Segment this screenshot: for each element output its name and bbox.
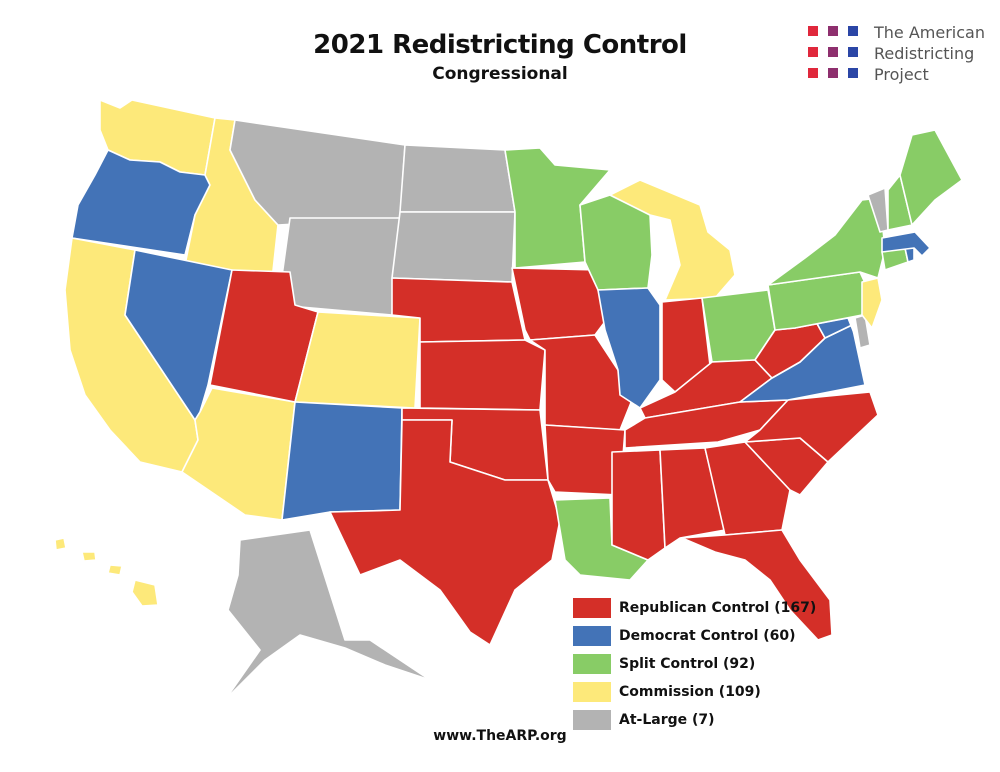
- state-NC[interactable]: [744, 391, 879, 463]
- legend-swatch: [573, 626, 611, 646]
- state-NJ[interactable]: [861, 277, 883, 329]
- state-TX[interactable]: [329, 419, 561, 646]
- legend-item: Split Control (92): [573, 654, 813, 676]
- state-FL[interactable]: [681, 529, 833, 641]
- arp-logo: The American Redistricting Project: [808, 22, 998, 84]
- logo-square: [808, 47, 818, 57]
- state-AL[interactable]: [659, 447, 726, 549]
- logo-line: Project: [874, 65, 929, 84]
- legend-item: Democrat Control (60): [573, 626, 813, 648]
- state-AK[interactable]: [224, 529, 431, 701]
- state-MI[interactable]: [609, 179, 736, 301]
- state-HI[interactable]: [54, 537, 159, 607]
- map-subtitle: Congressional: [432, 64, 568, 84]
- legend-label: Democrat Control (60): [619, 628, 796, 644]
- logo-square: [808, 26, 818, 36]
- legend-label: Republican Control (167): [619, 600, 817, 616]
- state-NM[interactable]: [281, 401, 403, 521]
- map-title: 2021 Redistricting Control: [313, 30, 687, 60]
- logo-square: [828, 47, 838, 57]
- legend-item: Republican Control (167): [573, 598, 817, 620]
- state-KS[interactable]: [419, 339, 546, 411]
- legend-swatch: [573, 654, 611, 674]
- state-MS[interactable]: [611, 449, 666, 561]
- logo-square: [828, 26, 838, 36]
- legend-label: Split Control (92): [619, 656, 756, 672]
- state-MA[interactable]: [881, 231, 931, 257]
- state-LA[interactable]: [554, 497, 649, 581]
- logo-square: [828, 68, 838, 78]
- state-GA[interactable]: [704, 441, 791, 536]
- logo-square: [848, 47, 858, 57]
- state-DE[interactable]: [854, 314, 871, 349]
- logo-line: Redistricting: [874, 44, 975, 63]
- state-AR[interactable]: [544, 424, 626, 496]
- legend-item: At-Large (7): [573, 710, 813, 732]
- footer-url: www.TheARP.org: [433, 728, 567, 744]
- state-SD[interactable]: [391, 211, 516, 283]
- legend-swatch: [573, 710, 611, 730]
- logo-square: [848, 68, 858, 78]
- legend-item: Commission (109): [573, 682, 813, 704]
- legend-swatch: [573, 682, 611, 702]
- state-CO[interactable]: [294, 311, 421, 409]
- state-ND[interactable]: [399, 144, 516, 213]
- legend-label: At-Large (7): [619, 712, 715, 728]
- legend-label: Commission (109): [619, 684, 761, 700]
- state-NY[interactable]: [767, 197, 886, 286]
- state-WY[interactable]: [277, 217, 401, 316]
- state-MO[interactable]: [529, 334, 633, 431]
- logo-square: [848, 26, 858, 36]
- logo-square: [808, 68, 818, 78]
- legend-swatch: [573, 598, 611, 618]
- logo-text: The American Redistricting Project: [874, 22, 985, 85]
- state-ME[interactable]: [899, 129, 963, 226]
- logo-line: The American: [874, 23, 985, 42]
